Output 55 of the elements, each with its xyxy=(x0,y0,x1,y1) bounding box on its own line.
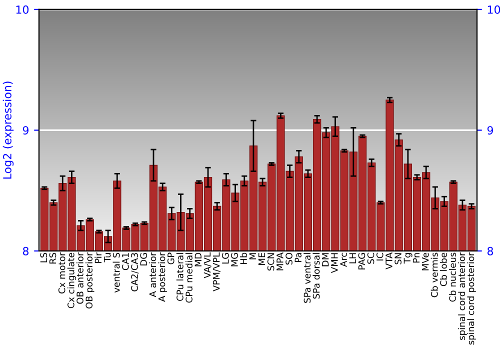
x-tick-label: Cx cingulate xyxy=(67,252,76,308)
y-tick-label: 9 xyxy=(22,126,28,135)
x-tick-label: spinal cord anterior xyxy=(458,252,467,340)
x-tick-label: CA2/CA3 xyxy=(131,253,139,292)
y2-tick-label: 8 xyxy=(487,246,494,256)
x-tick-label: SN xyxy=(394,253,402,264)
x-tick-label: PAG xyxy=(358,253,366,270)
x-tick-label: MPA xyxy=(276,252,284,270)
x-tick-label: A anterior xyxy=(149,252,156,298)
x-tick-label: LH xyxy=(349,253,356,264)
y2-tick-label: 9 xyxy=(487,126,494,135)
x-tick-label: VPM/VPL xyxy=(213,252,220,292)
x-tick-label: VA/VL xyxy=(204,252,212,278)
x-tick-label: VMH xyxy=(331,253,338,274)
x-tick-label: SPa dorsal xyxy=(312,253,320,299)
x-tick-label: Cb lobe xyxy=(440,252,447,286)
x-tick-label: LS xyxy=(40,252,48,262)
x-tick-label: OB posterior xyxy=(86,252,94,309)
x-tick-label: ME xyxy=(258,252,266,265)
x-tick-label: A posterior xyxy=(158,252,167,302)
y-tick-label: 10 xyxy=(16,5,29,14)
x-tick-label: spinal cord posterior xyxy=(467,252,476,345)
x-tick-label: CPu lateral xyxy=(176,253,184,301)
y-axis-title: Log2 (expression) xyxy=(2,82,14,179)
x-tick-label: SO xyxy=(286,252,292,265)
x-tick-label: SCN xyxy=(267,253,274,271)
x-tick-label: VTA xyxy=(386,252,392,270)
x-tick-label: CA1 xyxy=(122,253,129,270)
x-tick-label: Tu xyxy=(104,253,111,262)
y-tick-label: 8 xyxy=(22,246,29,256)
x-tick-label: CPu medial xyxy=(185,253,192,303)
x-tick-label: Cb vermis xyxy=(430,252,438,298)
x-tick-label: Pa xyxy=(294,253,302,262)
x-tick-label: SPa ventral xyxy=(304,253,311,303)
x-tick-label: DM xyxy=(322,253,329,266)
x-tick-label: MD xyxy=(194,252,202,266)
x-tick-label: M xyxy=(249,253,256,260)
x-tick-label: Hb xyxy=(240,252,247,264)
x-tick-label: DG xyxy=(140,253,148,266)
x-tick-label: OB anterior xyxy=(76,252,84,304)
x-tick-label: Cb nucleus xyxy=(449,252,456,302)
x-tick-label: MVe xyxy=(422,252,429,270)
x-tick-label: SC xyxy=(367,252,374,264)
y2-tick-label: 10 xyxy=(488,5,500,14)
x-tick-label: Cx motor xyxy=(58,252,66,294)
x-tick-label: IC xyxy=(376,252,384,260)
x-tick-label: MG xyxy=(231,253,238,266)
x-tick-label: LG xyxy=(222,253,229,264)
x-tick-label: Pir xyxy=(94,252,102,263)
x-tick-label: RS xyxy=(49,252,56,264)
x-tick-label: ventral S xyxy=(112,252,120,293)
x-tick-label: Tg xyxy=(404,253,412,264)
x-tick-label: Pn xyxy=(412,253,420,262)
x-tick-label: Arc xyxy=(340,252,347,267)
x-tick-label: GP xyxy=(167,252,174,264)
